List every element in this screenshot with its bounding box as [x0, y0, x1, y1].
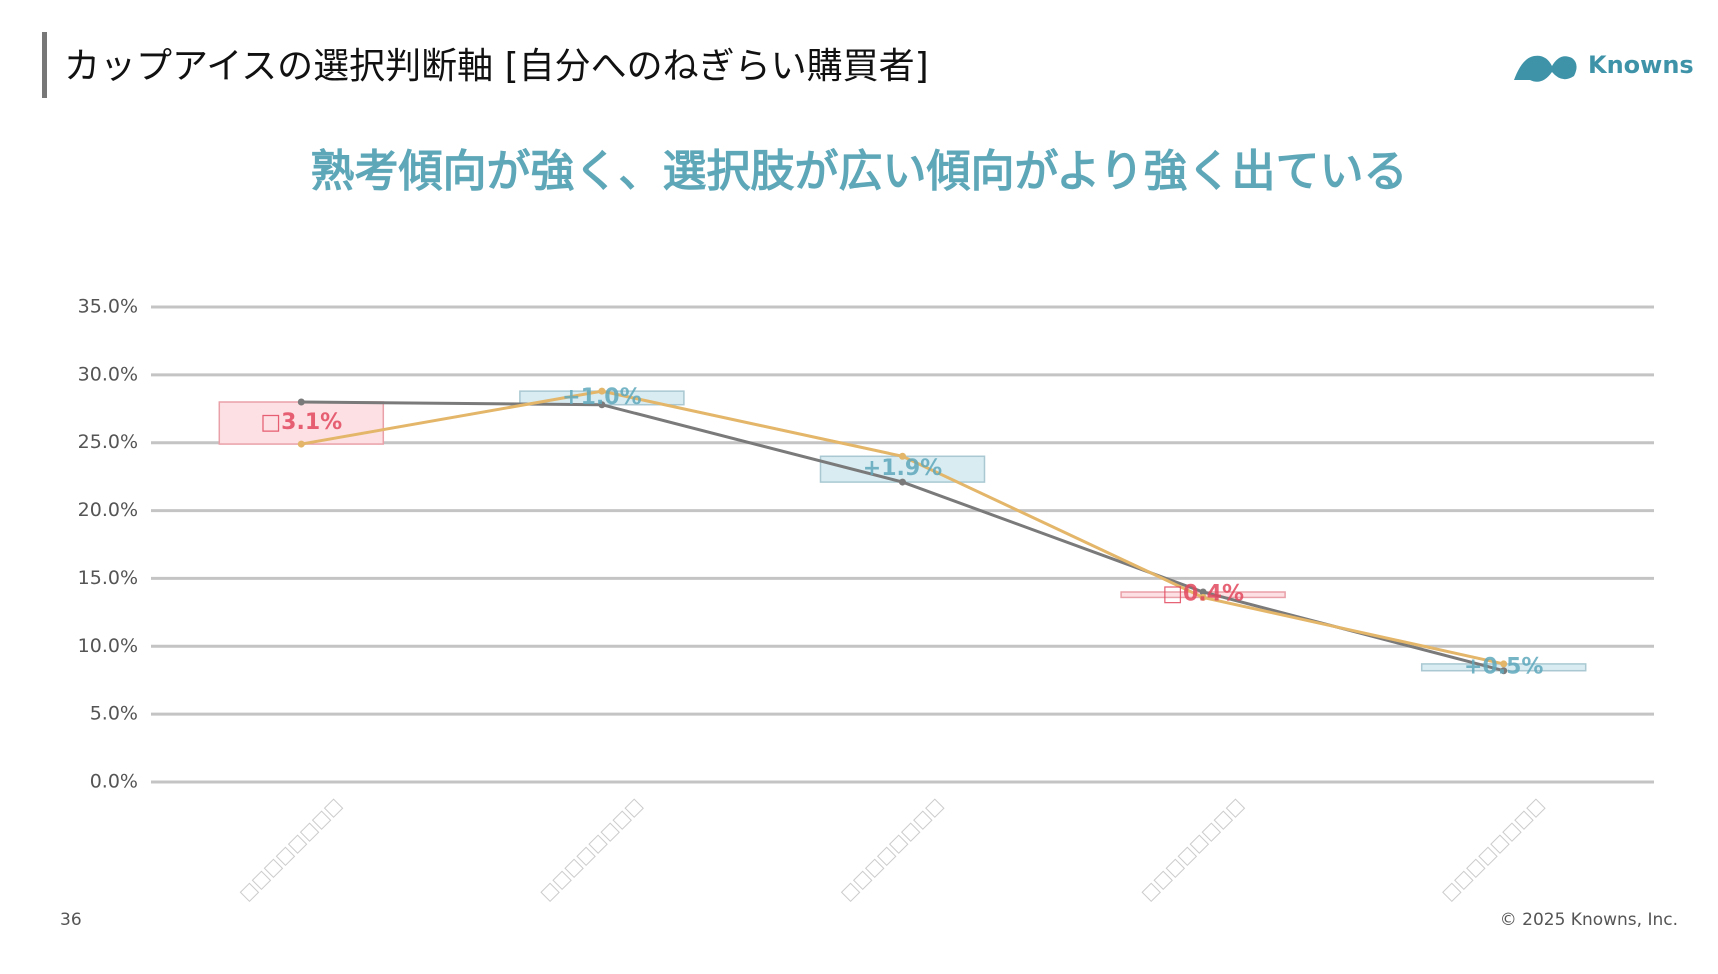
point: [1500, 660, 1508, 668]
line-series: [301, 389, 1505, 666]
point: [598, 387, 606, 395]
difference-label: +1.9%: [863, 456, 942, 481]
point: [297, 440, 305, 448]
y-tick-label: 25.0%: [78, 431, 138, 453]
y-tick-label: 30.0%: [78, 363, 138, 385]
y-tick-label: 15.0%: [78, 567, 138, 589]
point: [1500, 667, 1508, 675]
x-tick-label: □□□□□□□□: [235, 794, 346, 905]
point: [297, 398, 305, 406]
y-tick-label: 0.0%: [90, 771, 138, 793]
point: [598, 401, 606, 409]
difference-label: □0.4%: [1162, 582, 1244, 607]
headline: 熟考傾向が強く、選択肢が広い傾向がより強く出ている: [311, 146, 1408, 197]
point: [1199, 588, 1207, 596]
x-tick-label: □□□□□□□□: [837, 794, 948, 905]
title-bar: [42, 32, 47, 98]
x-tick-label: □□□□□□□□: [1137, 794, 1248, 905]
difference-box: [218, 401, 385, 445]
plot: 0.0% 5.0% 10.0% 15.0% 20.0% 25.0% 30.0% 35.0% □□…: [78, 296, 1654, 905]
x-tick-label: □□□□□□□□: [536, 794, 647, 905]
logo-mark: [1514, 55, 1577, 82]
y-tick-label: 20.0%: [78, 499, 138, 521]
point: [899, 452, 906, 460]
y-tick-label: 10.0%: [78, 635, 138, 657]
copyright: © 2025 Knowns, Inc.: [1500, 910, 1678, 930]
difference-label: +0.5%: [1464, 654, 1543, 679]
page-number: 36: [60, 910, 82, 930]
x-tick-label: □□□□□□□□: [1438, 794, 1549, 905]
y-tick-label: 5.0%: [90, 703, 138, 725]
difference-label: □3.1%: [260, 410, 342, 435]
point: [899, 478, 906, 486]
logo-text: Knowns: [1588, 51, 1694, 79]
y-tick-label: 35.0%: [78, 296, 138, 318]
slide-title: カップアイスの選択判断軸 [自分へのねぎらい購買者]: [64, 46, 929, 87]
difference-label: +1.0%: [562, 385, 641, 410]
point: [1199, 593, 1207, 601]
